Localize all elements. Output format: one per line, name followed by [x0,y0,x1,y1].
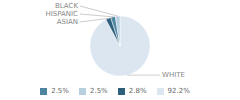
html-text:92.2%: 92.2% [167,87,190,95]
html-text:2.8%: 2.8% [128,87,147,95]
svg-text:ASIAN: ASIAN [57,18,78,26]
svg-text:BLACK: BLACK [55,2,78,10]
svg-text:HISPANIC: HISPANIC [45,10,78,18]
svg-text:WHITE: WHITE [162,71,185,79]
html-text:2.5%: 2.5% [90,87,108,95]
html-text:2.5%: 2.5% [51,87,69,95]
